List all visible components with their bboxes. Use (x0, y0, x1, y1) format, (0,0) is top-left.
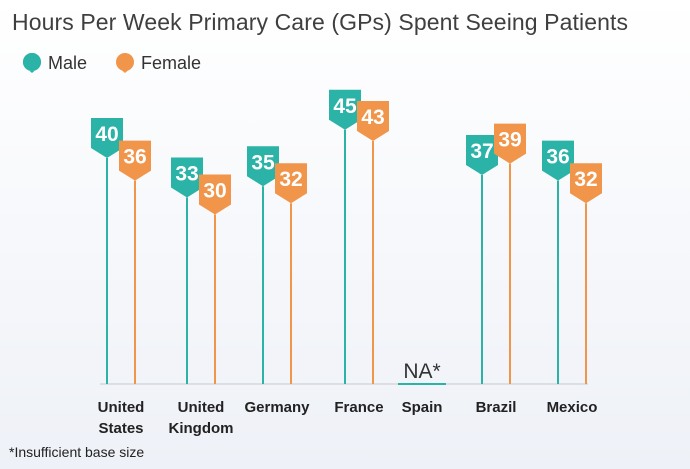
value-label-female: 32 (574, 168, 597, 191)
value-label-male: 33 (175, 163, 198, 186)
marker-female (357, 101, 389, 142)
value-label-female: 30 (203, 180, 226, 203)
category-label: Brazil (476, 399, 517, 416)
category-label: United (98, 399, 145, 416)
category-label: Spain (402, 399, 443, 416)
legend: Male Female (22, 52, 229, 74)
marker-female (494, 123, 526, 164)
category-label: Kingdom (169, 420, 234, 437)
value-label-male: 36 (546, 146, 569, 169)
value-label-female: 32 (279, 168, 302, 191)
value-label-female: 36 (123, 146, 146, 169)
marker-male (247, 146, 279, 187)
value-label-female: 39 (498, 129, 521, 152)
legend-label-female: Female (141, 52, 202, 73)
category-label: France (334, 399, 383, 416)
legend-label-male: Male (48, 52, 88, 73)
marker-male (91, 118, 123, 158)
value-label-male: 37 (470, 140, 493, 163)
marker-female (570, 163, 602, 204)
value-label-male: 40 (95, 123, 118, 146)
category-label: States (98, 420, 143, 437)
value-label-male: 35 (251, 151, 275, 174)
marker-male (466, 134, 498, 175)
value-label-male: 45 (333, 95, 357, 118)
marker-male (329, 89, 361, 130)
category-label: United (178, 399, 225, 416)
legend-item-female: Female (115, 52, 201, 74)
marker-female (199, 174, 231, 215)
na-label: NA* (403, 360, 440, 383)
value-label-female: 43 (361, 106, 384, 129)
marker-female (275, 163, 307, 204)
category-label: Germany (244, 399, 310, 416)
chart-title: Hours Per Week Primary Care (GPs) Spent … (12, 9, 629, 35)
marker-female (119, 140, 151, 181)
teal-pin-icon (22, 53, 41, 73)
marker-male (171, 157, 203, 198)
category-label: Mexico (547, 399, 598, 416)
marker-male (542, 140, 574, 181)
legend-item-male: Male (22, 52, 87, 74)
orange-pin-icon (116, 53, 135, 73)
footnote: *Insufficient base size (9, 444, 145, 460)
